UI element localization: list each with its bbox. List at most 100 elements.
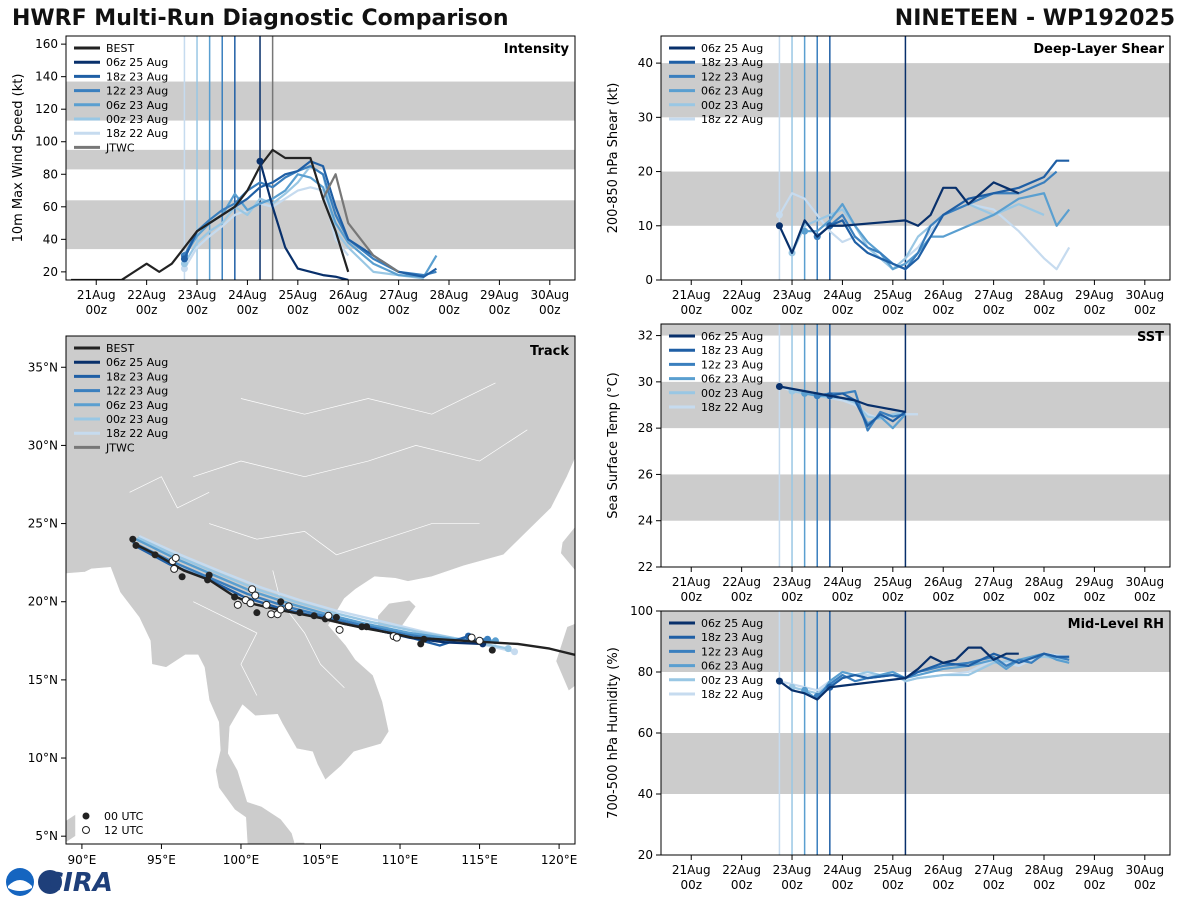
- rh-series-06z-25-aug: [778, 646, 1019, 701]
- sst-axes-frame: [660, 323, 1171, 568]
- noaa-logo-wave-icon: [8, 880, 32, 891]
- track-point-12utc: [246, 599, 255, 608]
- track-point-00utc: [277, 598, 285, 606]
- track-xtick-label: 115°E: [461, 853, 498, 867]
- track-series-06z-23-aug: [135, 538, 496, 642]
- sst-xtick-label: 00z: [1134, 590, 1156, 604]
- intensity-xtick-label: 26Aug: [329, 288, 368, 302]
- sst-band: [661, 381, 1170, 429]
- track-legend-00utc-marker: [82, 812, 90, 820]
- sst-band: [661, 474, 1170, 521]
- rh-panel-title: Mid-Level RH: [1068, 617, 1164, 632]
- track-legend-12utc-label: 12 UTC: [104, 824, 144, 837]
- sst-legend-label: 00z 23 Aug: [701, 387, 763, 400]
- sst-legend-label: 18z 22 Aug: [701, 401, 763, 414]
- sst-xtick-label: 00z: [1084, 590, 1106, 604]
- sst-ytick-label: 30: [638, 375, 653, 389]
- track-point-12utc: [284, 602, 293, 611]
- border-line-2: [240, 382, 496, 415]
- intensity-ytick-label: 160: [35, 37, 58, 51]
- track-plot-area: [66, 336, 575, 844]
- intensity-band: [66, 81, 575, 121]
- track-ytick-label: 15°N: [28, 673, 58, 687]
- island-1: [560, 526, 575, 571]
- shear-ylabel: 200-850 hPa Shear (kt): [606, 83, 621, 234]
- track-ytick-label: 20°N: [28, 595, 58, 609]
- track-legend-label: 18z 23 Aug: [106, 370, 168, 383]
- sst-legend-label: 18z 23 Aug: [701, 344, 763, 357]
- island-2: [555, 623, 575, 692]
- rh-xtick-label: 30Aug: [1125, 863, 1164, 877]
- shear-ytick-label: 10: [638, 219, 653, 233]
- rh-ytick-label: 60: [638, 726, 653, 740]
- track-point-12utc: [171, 553, 180, 562]
- rh-xtick-label: 00z: [932, 878, 954, 892]
- rh-legend-label: 00z 23 Aug: [701, 674, 763, 687]
- sst-xtick-label: 29Aug: [1075, 575, 1114, 589]
- intensity-xtick-label: 00z: [85, 303, 107, 317]
- sst-xtick-label: 00z: [781, 590, 803, 604]
- rh-xtick-label: 00z: [731, 878, 753, 892]
- sst-xtick-label: 23Aug: [773, 575, 812, 589]
- track-point-00utc: [132, 541, 140, 549]
- track-point-00utc: [488, 646, 496, 654]
- intensity-xtick-label: 00z: [438, 303, 460, 317]
- intensity-legend-label: JTWC: [105, 141, 135, 154]
- sst-xtick-label: 21Aug: [672, 575, 711, 589]
- track-ytick-label: 10°N: [28, 751, 58, 765]
- track-panel-title: Track: [530, 344, 569, 359]
- sst-xtick-label: 26Aug: [924, 575, 963, 589]
- track-point-00utc: [129, 535, 137, 543]
- track-legend-label: 18z 22 Aug: [106, 427, 168, 440]
- shear-ytick-label: 0: [645, 273, 653, 287]
- rh-xtick-label: 26Aug: [924, 863, 963, 877]
- shear-legend-label: 18z 22 Aug: [701, 113, 763, 126]
- shear-ytick-label: 40: [638, 56, 653, 70]
- sst-legend-label: 06z 23 Aug: [701, 373, 763, 386]
- intensity-xtick-label: 00z: [287, 303, 309, 317]
- rh-xtick-label: 00z: [832, 878, 854, 892]
- shear-xtick-label: 00z: [983, 303, 1005, 317]
- intensity-legend-label: 18z 22 Aug: [106, 127, 168, 140]
- shear-xtick-label: 00z: [781, 303, 803, 317]
- shear-ytick-label: 20: [638, 165, 653, 179]
- track-panel: 90°E 95°E 100°E 105°E 110°E 115°E 120°E 5°N 10°N…: [28, 335, 578, 867]
- shear-xtick-label: 24Aug: [823, 288, 862, 302]
- intensity-legend-label: 00z 23 Aug: [106, 113, 168, 126]
- intensity-xtick-label: 24Aug: [228, 288, 267, 302]
- rh-xtick-label: 25Aug: [873, 863, 912, 877]
- land-mass: [66, 336, 575, 844]
- intensity-xtick-label: 00z: [186, 303, 208, 317]
- rh-xtick-label: 00z: [983, 878, 1005, 892]
- rh-series-18z-23-aug: [829, 652, 1070, 689]
- shear-xtick-label: 00z: [882, 303, 904, 317]
- rh-legend-label: 18z 22 Aug: [701, 688, 763, 701]
- track-point-00utc: [310, 612, 318, 620]
- track-point-12utc: [262, 600, 271, 609]
- intensity-xtick-label: 30Aug: [530, 288, 569, 302]
- intensity-axes-frame: [65, 35, 576, 281]
- rh-xtick-label: 00z: [1134, 878, 1156, 892]
- shear-xtick-label: 27Aug: [974, 288, 1013, 302]
- rh-legend-label: 12z 23 Aug: [701, 645, 763, 658]
- track-xtick-label: 120°E: [541, 853, 578, 867]
- track-ytick-label: 30°N: [28, 438, 58, 452]
- rh-plot-area: [661, 611, 1170, 855]
- cira-logo-text: CIRA: [44, 868, 113, 898]
- track-point-12utc: [233, 600, 242, 609]
- sst-plot-area: [661, 324, 1170, 567]
- sst-xtick-label: 27Aug: [974, 575, 1013, 589]
- track-legend-label: BEST: [106, 342, 134, 355]
- sst-xtick-label: 00z: [882, 590, 904, 604]
- border-line-4: [193, 601, 258, 696]
- intensity-xtick-label: 25Aug: [278, 288, 317, 302]
- track-point-00utc: [363, 623, 371, 631]
- shear-xtick-label: 21Aug: [672, 288, 711, 302]
- rh-xtick-label: 22Aug: [722, 863, 761, 877]
- intensity-ytick-label: 20: [43, 265, 58, 279]
- intensity-series-12z-23-aug: [183, 165, 437, 277]
- intensity-ylabel: 10m Max Wind Speed (kt): [11, 74, 26, 243]
- track-legend-12utc-marker: [82, 826, 90, 834]
- shear-series-06z-25-aug: [778, 181, 1020, 254]
- intensity-series-best: [71, 148, 350, 280]
